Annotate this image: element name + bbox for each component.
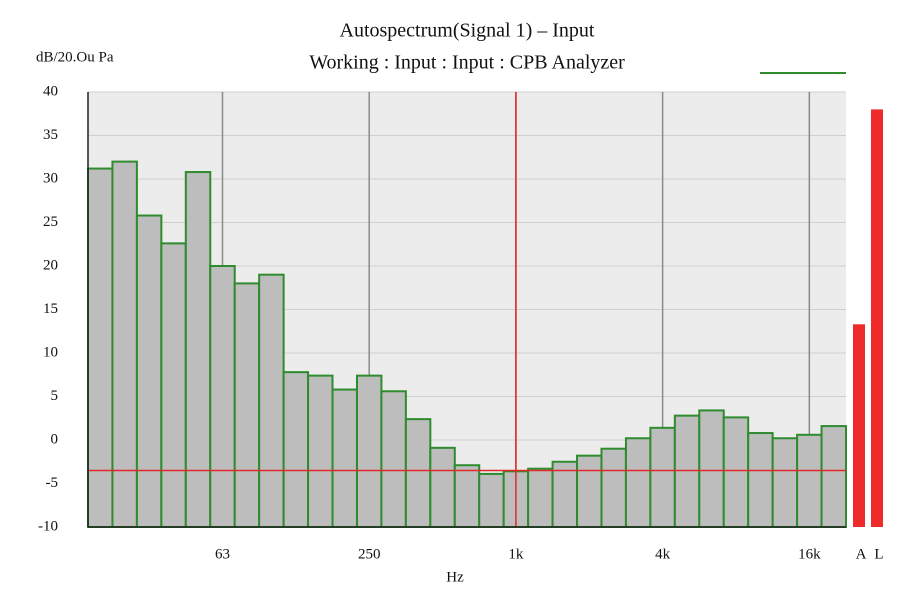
y-axis-label: dB/20.Ou Pa — [36, 49, 114, 65]
bar — [796, 433, 823, 528]
y-tick-label: 5 — [51, 388, 59, 404]
bar — [478, 472, 505, 528]
bar — [698, 409, 725, 529]
bar — [527, 467, 554, 528]
bar — [282, 371, 310, 529]
chart-title: Autospectrum(Signal 1) – Input — [340, 20, 595, 42]
bar — [380, 390, 407, 528]
bar — [551, 460, 579, 528]
bar — [184, 171, 212, 528]
bar — [111, 160, 138, 528]
bar — [771, 437, 799, 529]
x-tick-label: 250 — [358, 546, 381, 562]
bar — [429, 446, 456, 528]
x-tick-label: 63 — [215, 546, 230, 562]
y-tick-label: -5 — [46, 475, 59, 491]
x-tick-label: 1k — [508, 546, 524, 562]
bar — [820, 425, 848, 528]
x-axis-label: Hz — [446, 569, 464, 585]
bar — [404, 418, 432, 528]
bar — [600, 447, 627, 529]
overall-bar — [853, 324, 865, 527]
bar — [747, 432, 774, 529]
y-tick-label: 25 — [43, 214, 58, 230]
bar — [307, 374, 334, 528]
bar — [233, 282, 261, 528]
y-tick-label: -10 — [38, 518, 58, 534]
bar — [258, 273, 285, 529]
y-tick-label: 30 — [43, 170, 58, 186]
bar — [209, 265, 236, 528]
bar — [87, 167, 114, 528]
overall-label: A — [856, 546, 867, 562]
bar — [355, 374, 383, 528]
bar — [135, 214, 163, 528]
bar — [624, 437, 652, 529]
x-tick-label: 4k — [655, 546, 671, 562]
y-tick-label: 10 — [43, 344, 58, 360]
y-tick-label: 35 — [43, 127, 58, 143]
y-tick-label: 15 — [43, 301, 58, 317]
x-tick-label: 16k — [798, 546, 821, 562]
y-tick-label: 20 — [43, 257, 58, 273]
overall-label: L — [874, 546, 883, 562]
y-tick-label: 40 — [43, 83, 58, 99]
bar — [649, 426, 676, 529]
overall-bar — [871, 109, 883, 528]
bar — [673, 414, 701, 529]
bar — [160, 242, 187, 528]
bar — [331, 388, 358, 529]
chart-subtitle: Working : Input : Input : CPB Analyzer — [309, 52, 625, 74]
bar — [722, 416, 750, 529]
y-tick-label: 0 — [51, 431, 59, 447]
bar — [453, 464, 481, 529]
bar — [576, 454, 603, 528]
